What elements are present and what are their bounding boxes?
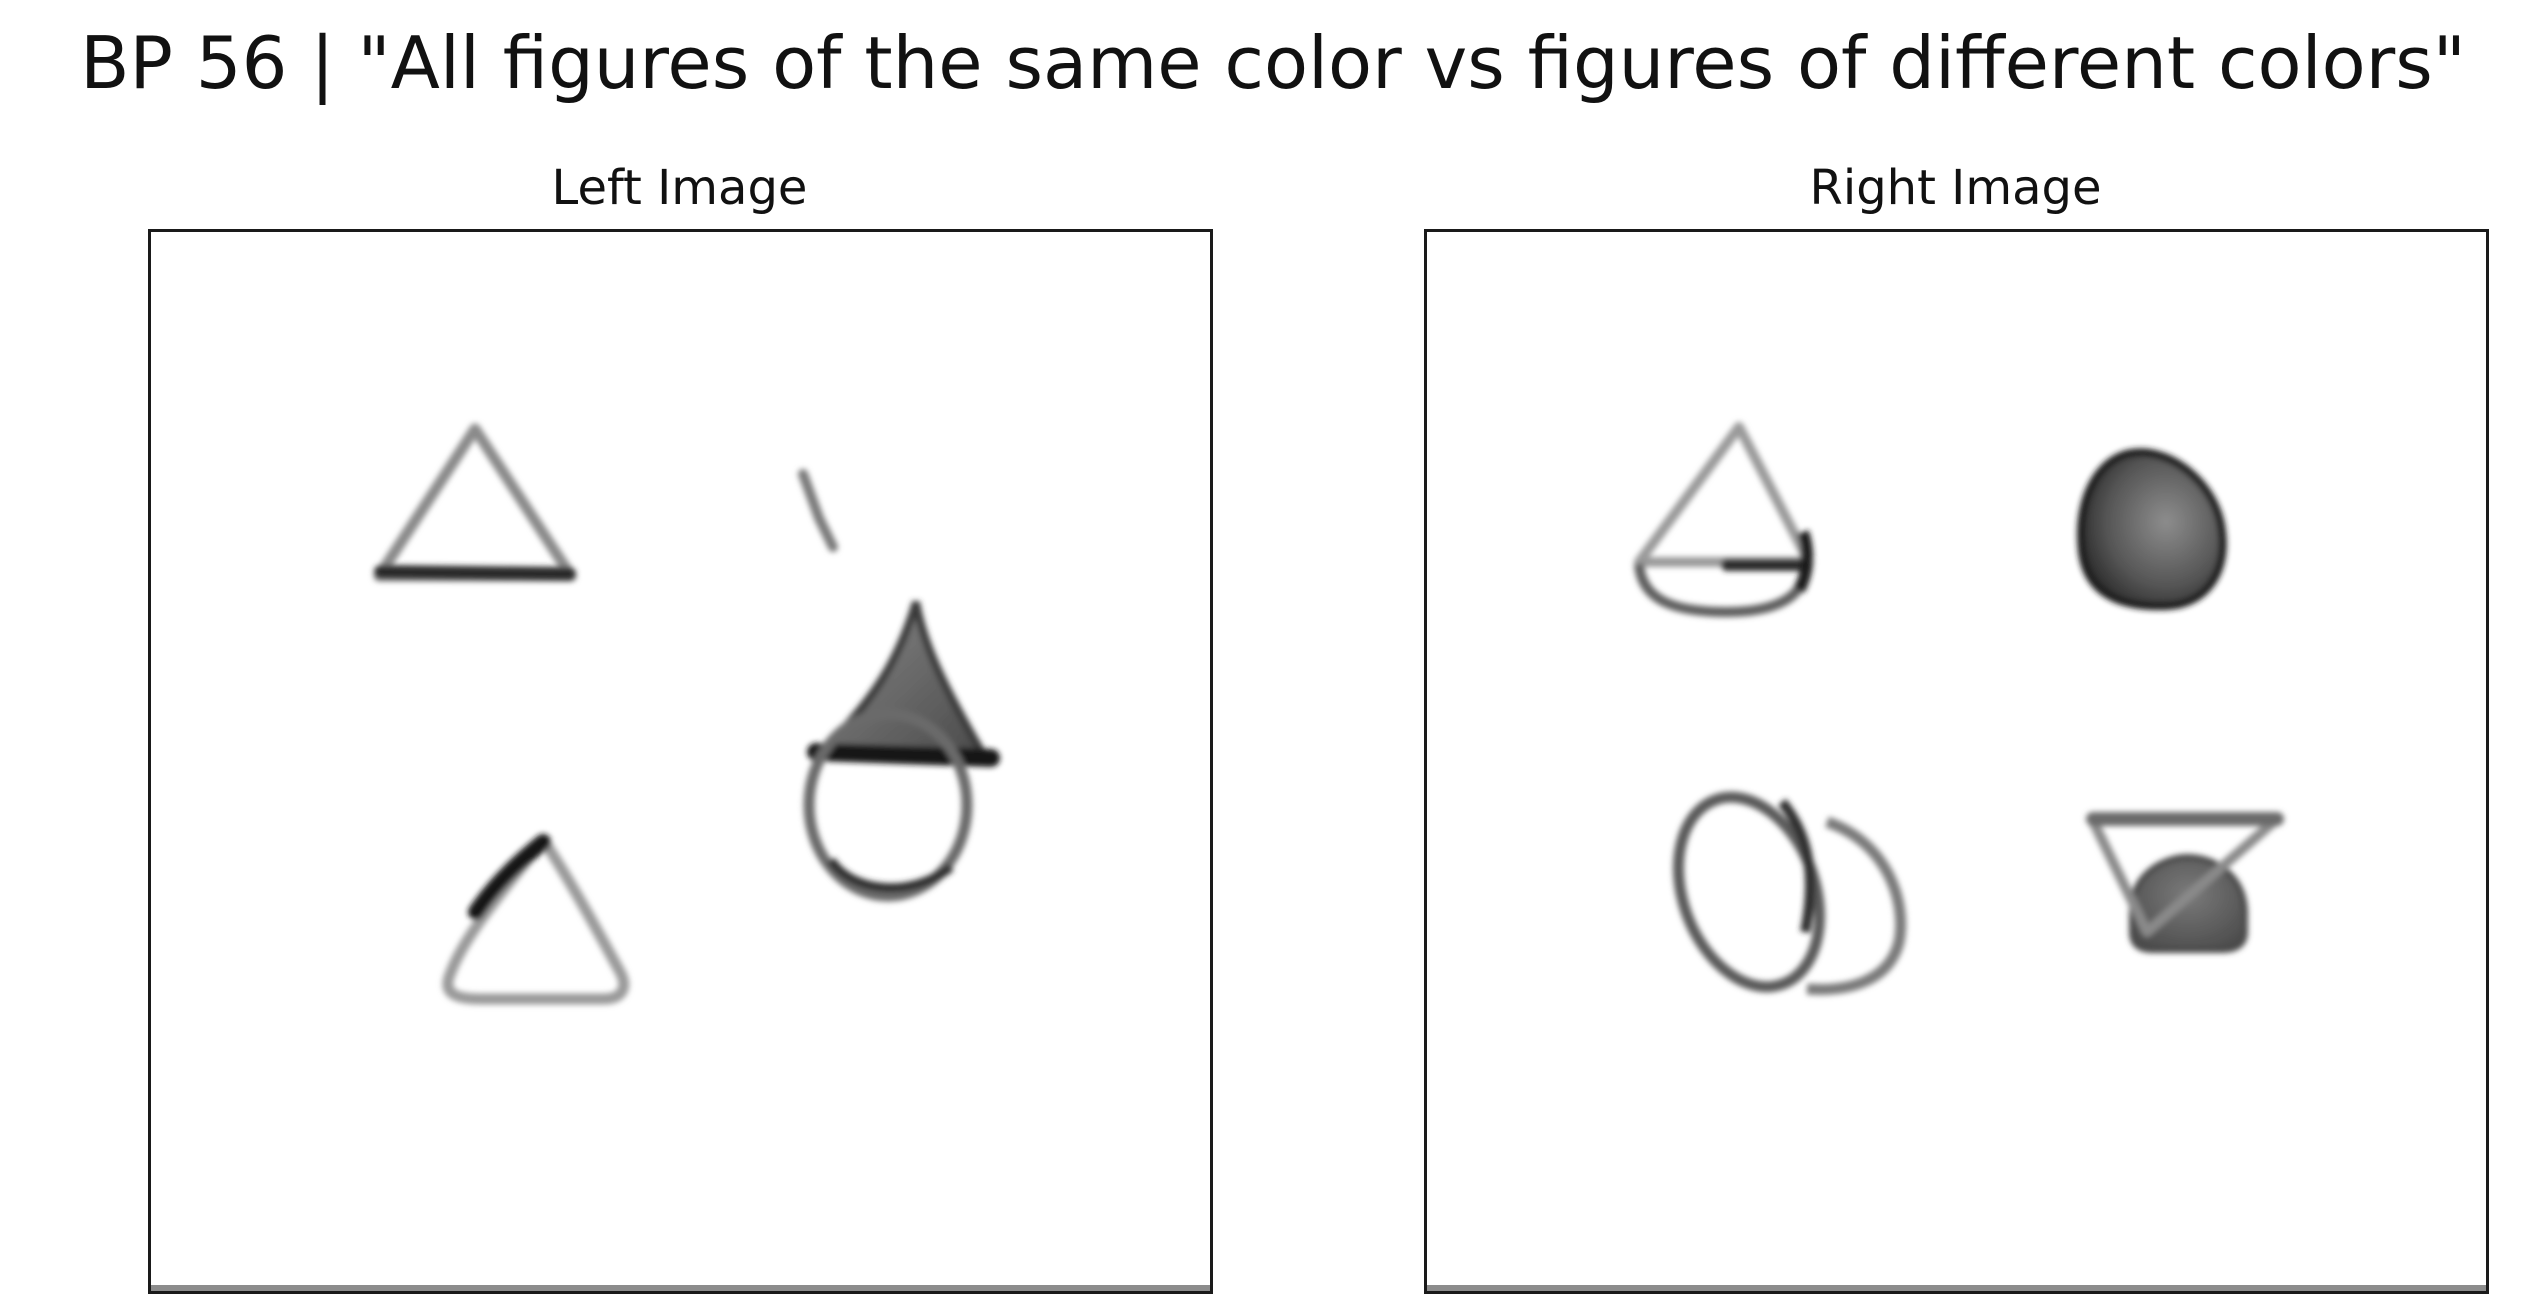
left-image-canvas: [373, 423, 1000, 1005]
right-panel-bottom-edge: [1427, 1285, 2486, 1291]
left-panel-title: Left Image: [551, 160, 808, 216]
figure-title: BP 56 | "All figures of the same color v…: [80, 21, 2466, 105]
right-image-canvas: [1634, 422, 2284, 995]
left-panel-bottom-edge: [151, 1285, 1210, 1291]
filled-blob-figure: [2077, 448, 2227, 611]
triangle-over-semicircle-figure: [1634, 422, 1814, 618]
inverted-triangle-with-semicircle-figure: [2086, 812, 2284, 953]
overlapping-ellipses-figure: [1673, 791, 1907, 995]
rounded-triangle-figure: [442, 834, 630, 1005]
small-stroke-figure: [798, 469, 838, 552]
triangle-on-circle-figure: [803, 600, 1000, 902]
right-image-panel: [1424, 229, 2489, 1294]
left-image-panel: [148, 229, 1213, 1294]
triangle-outline-figure: [373, 423, 577, 582]
right-panel-title: Right Image: [1809, 160, 2102, 216]
